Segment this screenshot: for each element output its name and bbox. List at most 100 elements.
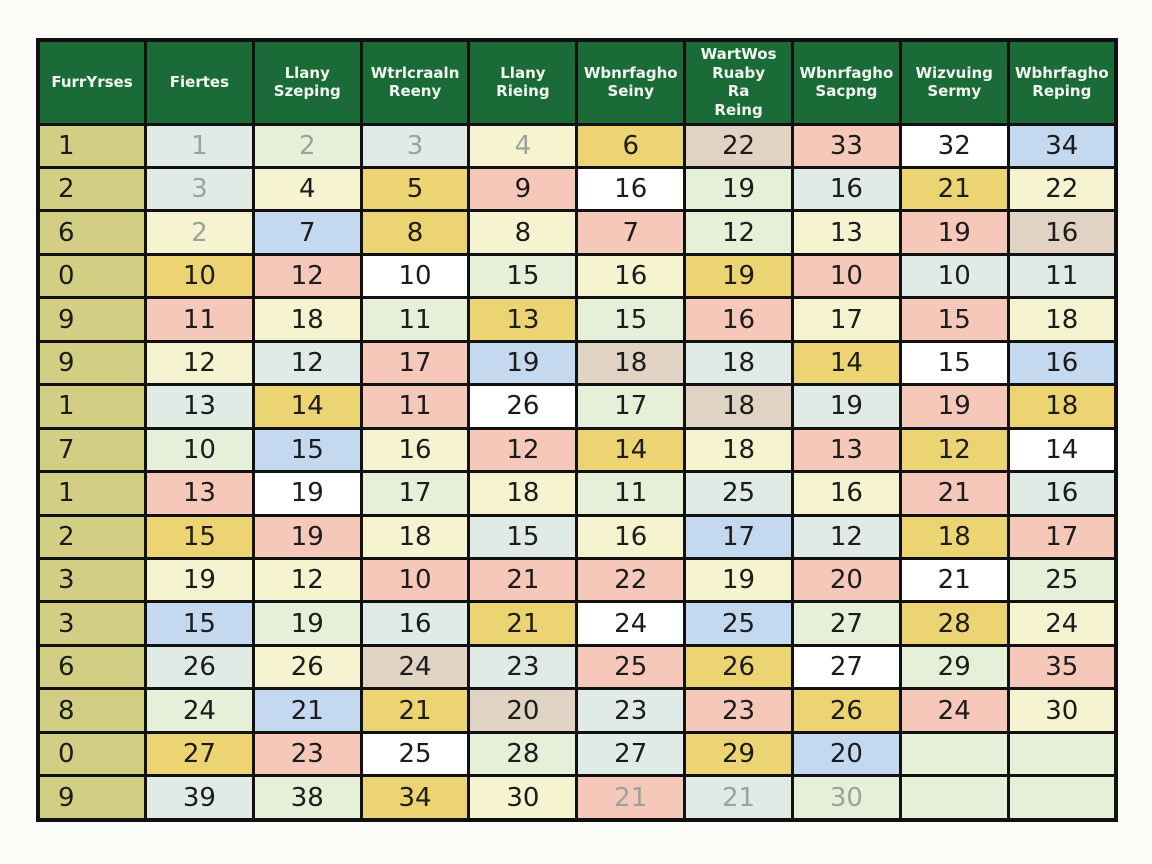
table-cell: 27 <box>575 730 687 778</box>
table-cell: 12 <box>251 557 363 604</box>
table-cell: 18 <box>575 339 687 387</box>
column-header: Wbnrfagho Seiny <box>575 38 687 126</box>
table-cell: 24 <box>144 687 255 734</box>
table-cell: 15 <box>144 513 255 561</box>
table-cell: 25 <box>1006 557 1118 604</box>
table-row: 3 15 19 16 21 24 25 27 28 24 <box>36 600 1118 647</box>
table-cell: 22 <box>575 557 687 604</box>
table-cell: 9 <box>36 774 147 822</box>
table-cell: 12 <box>144 339 255 387</box>
table-cell: 32 <box>898 122 1010 169</box>
table-cell: 24 <box>359 643 471 691</box>
table-cell: 21 <box>898 470 1010 517</box>
table-cell: 13 <box>144 383 255 430</box>
table-cell: 2 <box>36 165 147 213</box>
table-cell: 10 <box>898 252 1010 300</box>
table-cell: 6 <box>575 122 687 169</box>
column-header: Fiertes <box>144 38 255 126</box>
table-cell: 24 <box>1006 600 1118 647</box>
table-cell: 4 <box>467 122 579 169</box>
table-cell: 1 <box>36 122 147 169</box>
table-cell: 9 <box>467 165 579 213</box>
table-cell: 16 <box>1006 470 1118 517</box>
table-cell: 19 <box>251 600 363 647</box>
table-cell: 6 <box>36 643 147 691</box>
column-header: FurrYrses <box>36 38 147 126</box>
table-cell: 0 <box>36 730 147 778</box>
table-cell: 21 <box>898 557 1010 604</box>
table-cell: 13 <box>790 209 902 256</box>
table-cell: 13 <box>790 426 902 474</box>
table-cell: 13 <box>144 470 255 517</box>
table-cell: 25 <box>683 600 794 647</box>
table-cell: 3 <box>144 165 255 213</box>
table-cell <box>898 730 1010 778</box>
table-cell: 27 <box>790 643 902 691</box>
table-cell: 15 <box>144 600 255 647</box>
table-cell: 25 <box>359 730 471 778</box>
column-header: Wtrlcraaln Reeny <box>359 38 471 126</box>
table-cell: 23 <box>467 643 579 691</box>
table-cell: 18 <box>683 383 794 430</box>
table-cell: 19 <box>683 252 794 300</box>
table-row: 1 1 2 3 4 6 22 33 32 34 <box>36 122 1118 169</box>
table-cell: 21 <box>359 687 471 734</box>
table-cell: 3 <box>359 122 471 169</box>
table-cell: 38 <box>251 774 363 822</box>
table-cell: 15 <box>467 252 579 300</box>
table-cell: 16 <box>575 165 687 213</box>
table-cell: 17 <box>359 470 471 517</box>
data-table-container: FurrYrses Fiertes Llany Szeping Wtrlcraaln … <box>36 38 1118 822</box>
table-cell: 14 <box>1006 426 1118 474</box>
table-cell: 12 <box>790 513 902 561</box>
table-cell: 24 <box>575 600 687 647</box>
table-cell: 16 <box>575 252 687 300</box>
table-cell: 1 <box>36 470 147 517</box>
table-cell: 8 <box>467 209 579 256</box>
table-cell: 35 <box>1006 643 1118 691</box>
table-row: 9 39 38 34 30 21 21 30 <box>36 774 1118 822</box>
table-cell: 21 <box>898 165 1010 213</box>
table-row: 3 19 12 10 21 22 19 20 21 25 <box>36 557 1118 604</box>
table-cell: 14 <box>251 383 363 430</box>
table-cell: 14 <box>575 426 687 474</box>
table-cell: 15 <box>898 339 1010 387</box>
table-cell: 1 <box>36 383 147 430</box>
table-cell: 10 <box>790 252 902 300</box>
table-cell: 3 <box>36 557 147 604</box>
table-cell: 12 <box>898 426 1010 474</box>
table-cell: 23 <box>575 687 687 734</box>
table-row: 1 13 14 11 26 17 18 19 19 18 <box>36 383 1118 430</box>
data-table: FurrYrses Fiertes Llany Szeping Wtrlcraaln … <box>36 38 1118 822</box>
table-cell: 2 <box>144 209 255 256</box>
table-cell: 20 <box>790 730 902 778</box>
column-header: Llany Rieing <box>467 38 579 126</box>
table-cell: 16 <box>359 600 471 647</box>
column-header: Wbnrfagho Sacpng <box>790 38 902 126</box>
table-row: 8 24 21 21 20 23 23 26 24 30 <box>36 687 1118 734</box>
table-cell: 7 <box>575 209 687 256</box>
table-cell: 12 <box>683 209 794 256</box>
table-cell: 10 <box>359 252 471 300</box>
table-cell: 11 <box>575 470 687 517</box>
table-cell: 26 <box>790 687 902 734</box>
table-cell: 16 <box>683 296 794 343</box>
table-cell: 15 <box>251 426 363 474</box>
table-cell: 39 <box>144 774 255 822</box>
table-cell: 30 <box>1006 687 1118 734</box>
table-cell: 19 <box>790 383 902 430</box>
table-cell: 15 <box>575 296 687 343</box>
table-cell: 16 <box>359 426 471 474</box>
table-cell: 15 <box>467 513 579 561</box>
table-row: 0 27 23 25 28 27 29 20 <box>36 730 1118 778</box>
table-cell: 15 <box>898 296 1010 343</box>
table-cell: 29 <box>683 730 794 778</box>
table-cell: 27 <box>790 600 902 647</box>
table-cell: 16 <box>575 513 687 561</box>
table-cell: 26 <box>144 643 255 691</box>
table-header: FurrYrses Fiertes Llany Szeping Wtrlcraaln … <box>36 38 1118 126</box>
table-cell: 14 <box>790 339 902 387</box>
column-header: Wbhrfagho Reping <box>1006 38 1118 126</box>
table-cell: 19 <box>683 557 794 604</box>
table-cell <box>898 774 1010 822</box>
